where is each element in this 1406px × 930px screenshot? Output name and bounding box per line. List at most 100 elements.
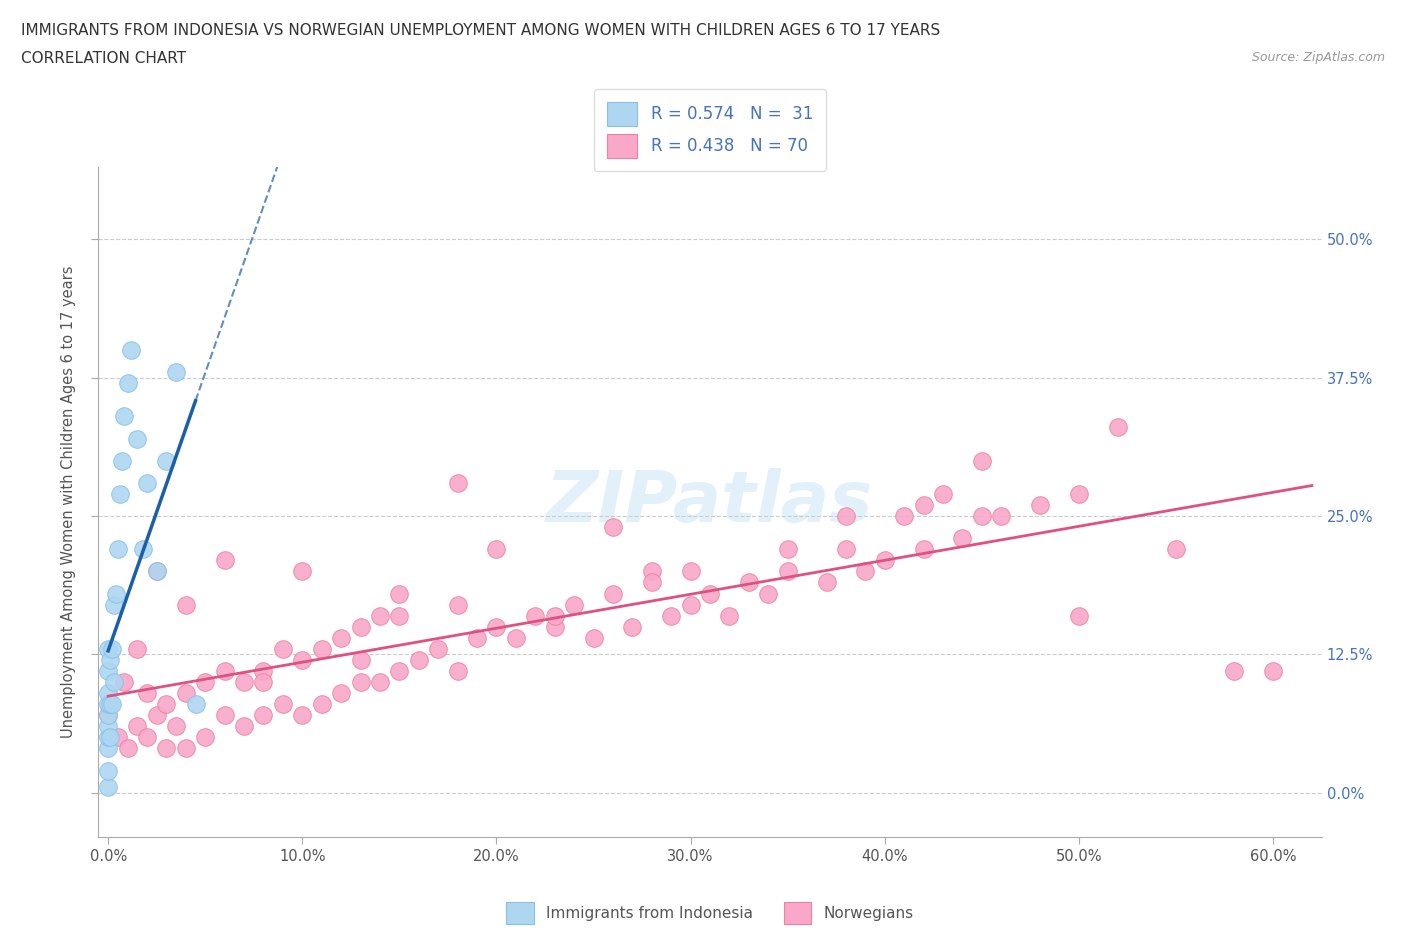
Point [349, 674, 371, 689]
Point [912, 542, 935, 557]
Point [214, 708, 236, 723]
Point [174, 741, 197, 756]
Point [252, 674, 274, 689]
Point [388, 608, 411, 623]
Point [524, 608, 547, 623]
Point [145, 564, 167, 578]
Point [1223, 663, 1246, 678]
Point [174, 597, 197, 612]
Point [271, 697, 294, 711]
Point [174, 685, 197, 700]
Point [112, 674, 135, 689]
Point [659, 608, 682, 623]
Point [602, 586, 624, 601]
Point [252, 663, 274, 678]
Point [544, 608, 567, 623]
Point [388, 663, 411, 678]
Point [970, 453, 993, 468]
Point [101, 642, 124, 657]
Point [291, 564, 314, 578]
Point [1029, 498, 1052, 512]
Point [127, 719, 149, 734]
Legend: Immigrants from Indonesia, Norwegians: Immigrants from Indonesia, Norwegians [501, 896, 920, 930]
Point [103, 597, 125, 612]
Point [815, 575, 838, 590]
Point [311, 642, 333, 657]
Point [835, 542, 858, 557]
Point [718, 608, 741, 623]
Point [582, 631, 605, 645]
Point [893, 509, 915, 524]
Point [97, 764, 120, 778]
Point [427, 642, 450, 657]
Point [97, 741, 120, 756]
Point [388, 586, 411, 601]
Point [970, 509, 993, 524]
Point [98, 730, 121, 745]
Point [101, 697, 124, 711]
Point [184, 697, 207, 711]
Point [98, 653, 121, 668]
Point [108, 486, 131, 501]
Point [97, 779, 120, 794]
Point [214, 552, 236, 567]
Point [562, 597, 585, 612]
Point [155, 741, 177, 756]
Text: CORRELATION CHART: CORRELATION CHART [21, 51, 186, 66]
Point [291, 708, 314, 723]
Point [1067, 608, 1090, 623]
Point [446, 663, 468, 678]
Point [194, 730, 217, 745]
Point [311, 697, 333, 711]
Point [120, 342, 142, 357]
Point [776, 564, 799, 578]
Point [107, 730, 129, 745]
Point [165, 365, 187, 379]
Point [136, 685, 159, 700]
Point [368, 674, 391, 689]
Point [990, 509, 1012, 524]
Point [349, 619, 371, 634]
Point [446, 597, 468, 612]
Point [132, 542, 155, 557]
Point [835, 509, 858, 524]
Point [155, 453, 177, 468]
Point [853, 564, 876, 578]
Point [446, 475, 468, 490]
Point [117, 741, 139, 756]
Point [699, 586, 721, 601]
Point [679, 564, 702, 578]
Point [912, 498, 935, 512]
Point [104, 586, 127, 601]
Point [1067, 486, 1090, 501]
Text: Source: ZipAtlas.com: Source: ZipAtlas.com [1251, 51, 1385, 64]
Point [145, 564, 167, 578]
Point [602, 520, 624, 535]
Point [330, 631, 353, 645]
Text: ZIPatlas: ZIPatlas [547, 468, 873, 537]
Point [873, 552, 896, 567]
Point [117, 376, 139, 391]
Point [136, 475, 159, 490]
Point [98, 697, 121, 711]
Point [1107, 420, 1129, 435]
Point [214, 663, 236, 678]
Point [291, 653, 314, 668]
Point [97, 708, 120, 723]
Y-axis label: Unemployment Among Women with Children Ages 6 to 17 years: Unemployment Among Women with Children A… [60, 266, 76, 738]
Point [97, 719, 120, 734]
Point [641, 564, 664, 578]
Point [1261, 663, 1284, 678]
Point [952, 531, 974, 546]
Point [136, 730, 159, 745]
Point [112, 409, 135, 424]
Point [544, 619, 567, 634]
Point [641, 575, 664, 590]
Point [1164, 542, 1187, 557]
Point [756, 586, 779, 601]
Point [505, 631, 527, 645]
Point [330, 685, 353, 700]
Point [97, 708, 120, 723]
Point [145, 708, 167, 723]
Text: IMMIGRANTS FROM INDONESIA VS NORWEGIAN UNEMPLOYMENT AMONG WOMEN WITH CHILDREN AG: IMMIGRANTS FROM INDONESIA VS NORWEGIAN U… [21, 23, 941, 38]
